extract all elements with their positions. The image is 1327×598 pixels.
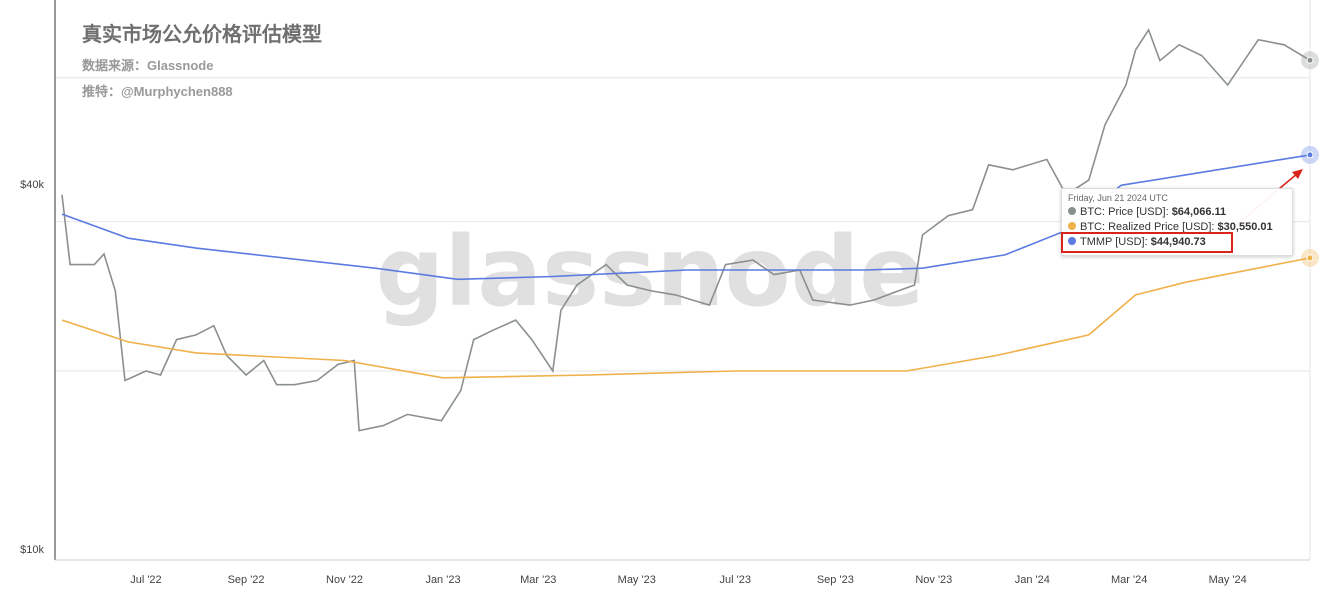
y-tick-label: $40k [20, 179, 44, 191]
y-tick-label: $10k [20, 544, 44, 556]
x-tick-label: Nov '23 [915, 574, 952, 586]
tooltip-value: $30,550.01 [1217, 221, 1273, 233]
tooltip-row-tmmp: TMMP [USD]: $44,940.73 [1061, 232, 1233, 253]
arrow-head-icon [1292, 169, 1303, 179]
x-tick-label: May '24 [1209, 574, 1247, 586]
tooltip-row-realized: BTC: Realized Price [USD]: $30,550.01 [1068, 220, 1286, 235]
x-tick-label: Sep '22 [228, 574, 265, 586]
tmmp-dot-icon [1068, 237, 1076, 245]
realized-dot-icon [1068, 222, 1076, 230]
price-dot-icon [1068, 207, 1076, 215]
hover-point [1306, 151, 1314, 159]
hover-point [1306, 254, 1314, 262]
series-line-price [61, 28, 1311, 432]
x-tick-label: May '23 [618, 574, 656, 586]
tooltip: Friday, Jun 21 2024 UTC BTC: Price [USD]… [1061, 188, 1293, 256]
hover-point [1306, 56, 1314, 64]
chart-title: 真实市场公允价格评估模型 [82, 24, 322, 46]
x-tick-label: Jan '24 [1015, 574, 1050, 586]
data-source: 数据来源：Glassnode [82, 58, 214, 73]
tooltip-date: Friday, Jun 21 2024 UTC [1068, 193, 1168, 203]
chart-header: 真实市场公允价格评估模型 数据来源：Glassnode 推特：@Murphych… [82, 18, 322, 107]
x-tick-label: Mar '24 [1111, 574, 1147, 586]
series-line-realized-price [61, 257, 1311, 379]
twitter-handle: 推特：@Murphychen888 [82, 84, 233, 99]
tooltip-row-price: BTC: Price [USD]: $64,066.11 [1068, 205, 1286, 220]
x-tick-label: Nov '22 [326, 574, 363, 586]
tooltip-value: $64,066.11 [1171, 206, 1227, 218]
tooltip-label: BTC: Realized Price [USD]: [1080, 221, 1215, 233]
x-tick-label: Sep '23 [817, 574, 854, 586]
x-tick-label: Mar '23 [520, 574, 556, 586]
x-tick-label: Jul '23 [720, 574, 751, 586]
tooltip-value: $44,940.73 [1150, 236, 1206, 248]
x-tick-label: Jan '23 [425, 574, 460, 586]
tooltip-label: TMMP [USD]: [1080, 236, 1148, 248]
x-tick-label: Jul '22 [130, 574, 161, 586]
tooltip-label: BTC: Price [USD]: [1080, 206, 1169, 218]
